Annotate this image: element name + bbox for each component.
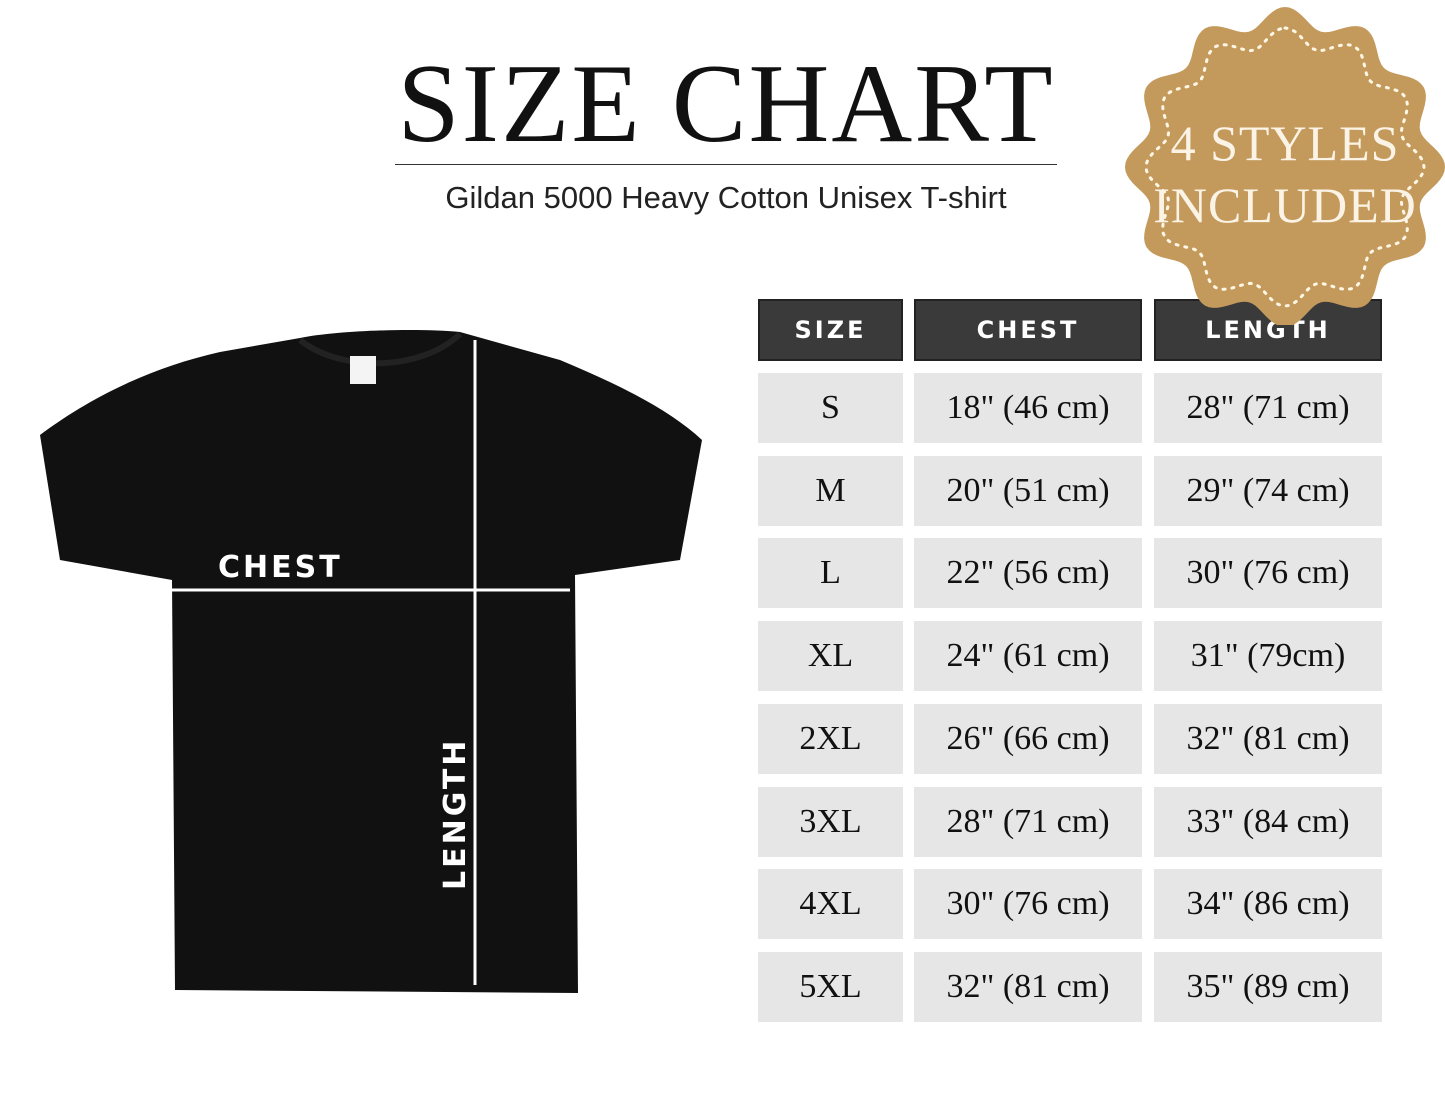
length-label: LENGTH: [438, 737, 473, 890]
cell-chest: 24" (61 cm): [914, 621, 1142, 692]
cell-chest: 20" (51 cm): [914, 455, 1142, 526]
neck-tag: [350, 356, 376, 384]
cell-chest: 28" (71 cm): [914, 786, 1142, 857]
title-divider: [395, 164, 1057, 165]
badge-line-2: INCLUDED: [1153, 177, 1417, 233]
page-title: SIZE CHART: [397, 42, 1055, 166]
cell-length: 29" (74 cm): [1154, 455, 1382, 526]
cell-size: 4XL: [758, 869, 903, 940]
header-length: LENGTH: [1154, 299, 1382, 361]
badge-dotted-border: [1144, 26, 1426, 308]
cell-size: L: [758, 538, 903, 609]
cell-chest: 32" (81 cm): [914, 951, 1142, 1022]
subtitle: Gildan 5000 Heavy Cotton Unisex T-shirt: [445, 180, 1007, 215]
cell-size: 2XL: [758, 703, 903, 774]
header-size: SIZE: [758, 299, 903, 361]
chest-label: CHEST: [218, 550, 343, 585]
cell-length: 34" (86 cm): [1154, 869, 1382, 940]
cell-size: S: [758, 373, 903, 443]
tshirt-shape: [40, 330, 702, 993]
cell-size: XL: [758, 621, 903, 692]
cell-length: 28" (71 cm): [1154, 373, 1382, 443]
cell-size: 3XL: [758, 786, 903, 857]
cell-size: 5XL: [758, 951, 903, 1022]
cell-size: M: [758, 455, 903, 526]
tshirt-illustration: [40, 330, 702, 993]
badge-scalloped-shape: [1125, 7, 1445, 325]
cell-length: 33" (84 cm): [1154, 786, 1382, 857]
cell-chest: 22" (56 cm): [914, 538, 1142, 609]
header-chest: CHEST: [914, 299, 1142, 361]
badge-text: 4 STYLES INCLUDED: [1140, 112, 1430, 236]
cell-length: 35" (89 cm): [1154, 951, 1382, 1022]
badge-seal-icon: [1125, 7, 1445, 325]
collar: [298, 331, 463, 367]
cell-chest: 26" (66 cm): [914, 703, 1142, 774]
cell-length: 32" (81 cm): [1154, 703, 1382, 774]
badge-line-1: 4 STYLES: [1170, 115, 1400, 171]
cell-chest: 18" (46 cm): [914, 373, 1142, 443]
cell-chest: 30" (76 cm): [914, 869, 1142, 940]
cell-length: 30" (76 cm): [1154, 538, 1382, 609]
cell-length: 31" (79cm): [1154, 621, 1382, 692]
